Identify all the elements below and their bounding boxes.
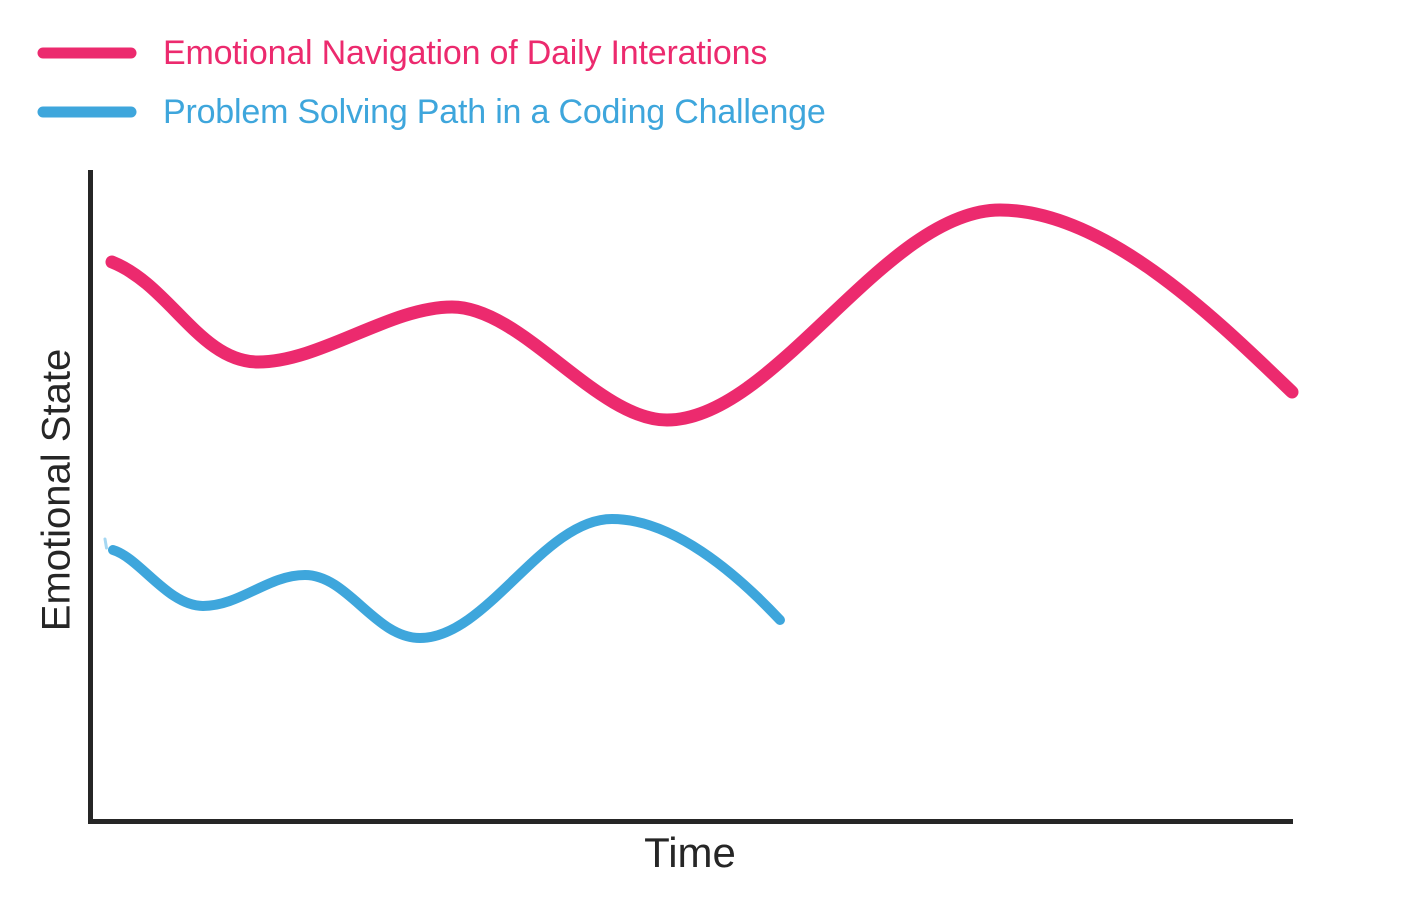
legend-item-daily-interactions: Emotional Navigation of Daily Interation…: [37, 33, 767, 73]
series-daily-interactions-line: [105, 203, 1299, 427]
legend-label-daily-interactions: Emotional Navigation of Daily Interation…: [163, 34, 768, 72]
pink-line-swatch-icon: [37, 47, 137, 59]
legend-label-coding-challenge: Problem Solving Path in a Coding Challen…: [163, 93, 826, 131]
y-axis-label: Emotional State: [34, 348, 79, 632]
series-coding-challenge-line: [108, 513, 785, 644]
x-axis-label: Time: [644, 829, 736, 876]
legend-item-coding-challenge: Problem Solving Path in a Coding Challen…: [37, 92, 826, 132]
stray-mark: [103, 537, 108, 550]
blue-line-swatch-icon: [37, 106, 137, 118]
axes-lines: [88, 170, 1293, 824]
